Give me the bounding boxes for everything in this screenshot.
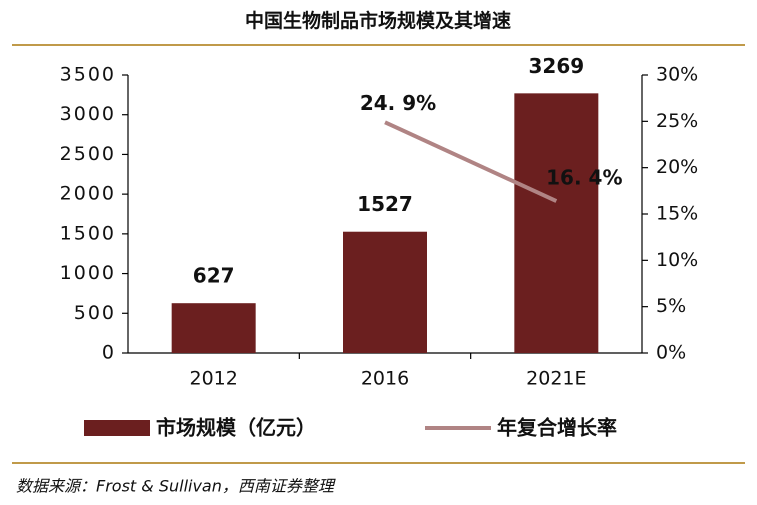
chart-title: 中国生物制品市场规模及其增速 — [245, 9, 511, 32]
bar-value-label: 627 — [193, 264, 235, 288]
x-tick-label: 2012 — [189, 368, 237, 390]
bar-value-label: 1527 — [357, 192, 413, 216]
x-tick-label: 2021E — [526, 368, 586, 390]
y-tick-label: 3500 — [60, 64, 116, 86]
y-tick-label: 1000 — [60, 262, 116, 284]
y-tick-label: 2000 — [60, 183, 116, 205]
y2-tick-label: 15% — [656, 203, 698, 225]
y2-tick-label: 0% — [656, 342, 686, 364]
bar — [171, 303, 256, 353]
bar — [514, 93, 599, 354]
y-tick-label: 500 — [74, 302, 116, 324]
bar-value-label: 3269 — [528, 54, 584, 78]
y-tick-label: 2500 — [60, 143, 116, 165]
y-tick-label: 1500 — [60, 222, 116, 244]
source: 数据来源：Frost & Sullivan，西南证券整理 — [16, 477, 336, 496]
y2-tick-label: 25% — [656, 110, 698, 132]
y2-tick-label: 10% — [656, 249, 698, 271]
bar — [343, 231, 427, 353]
y2-tick-label: 20% — [656, 156, 698, 178]
y2-tick-label: 5% — [656, 295, 686, 317]
y-tick-label: 3000 — [60, 103, 116, 125]
legend-label: 年复合增长率 — [497, 416, 617, 440]
legend-label: 市场规模（亿元） — [156, 416, 316, 440]
y2-tick-label: 30% — [656, 64, 698, 86]
line-value-label: 16. 4% — [546, 166, 622, 190]
line-value-label: 24. 9% — [360, 91, 436, 115]
legend-swatch — [84, 420, 150, 436]
y-tick-label: 0 — [102, 342, 116, 364]
line — [384, 120, 558, 203]
x-tick-label: 2016 — [361, 368, 409, 390]
